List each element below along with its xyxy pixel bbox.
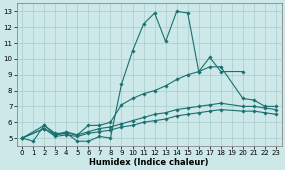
- X-axis label: Humidex (Indice chaleur): Humidex (Indice chaleur): [89, 158, 209, 167]
